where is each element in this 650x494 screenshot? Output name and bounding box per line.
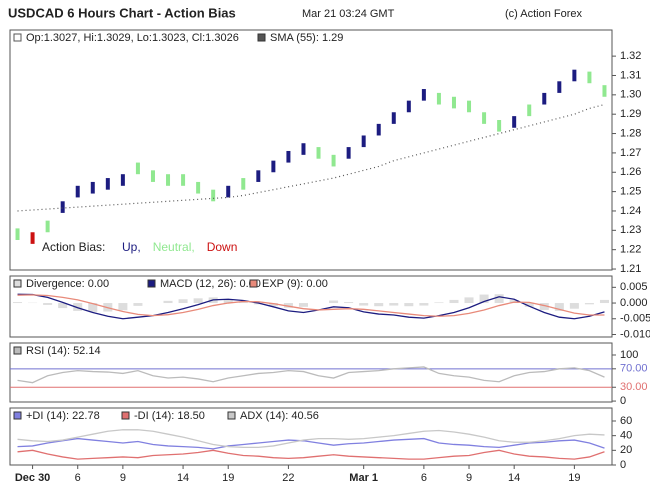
divergence-bar — [43, 303, 52, 305]
divergence-bar — [344, 302, 353, 303]
y-tick-label: 0.000 — [620, 297, 648, 309]
divergence-bar — [600, 300, 609, 303]
y-tick-label: 0.005 — [620, 281, 648, 293]
y-tick-label: 1.29 — [620, 108, 641, 120]
x-tick-label: 14 — [508, 472, 520, 484]
divergence-bar — [299, 303, 308, 307]
x-tick-label: 9 — [466, 472, 472, 484]
legend-swatch — [14, 34, 21, 41]
y-tick-label: 1.24 — [620, 205, 641, 217]
x-tick-label: 19 — [222, 472, 234, 484]
bias-legend: Neutral, — [153, 240, 195, 254]
x-tick-label: 14 — [177, 472, 189, 484]
x-tick-label: Dec 30 — [15, 472, 50, 484]
divergence-bar — [164, 301, 173, 303]
y-tick-label: 40 — [620, 430, 632, 442]
legend-swatch — [14, 280, 21, 287]
bias-legend: Up, — [122, 240, 141, 254]
legend-label: RSI (14): 52.14 — [26, 345, 101, 357]
legend-label: -DI (14): 18.50 — [134, 410, 205, 422]
divergence-bar — [13, 302, 22, 303]
y-tick-label: 0 — [620, 459, 626, 471]
bias-legend: Down — [207, 240, 238, 254]
divergence-bar — [465, 297, 474, 303]
legend-swatch — [14, 347, 21, 354]
divergence-bar — [495, 294, 504, 303]
x-tick-label: 9 — [120, 472, 126, 484]
divergence-bar — [389, 303, 398, 306]
timestamp: Mar 21 03:24 GMT — [302, 8, 395, 20]
divergence-bar — [179, 299, 188, 303]
divergence-bar — [194, 298, 203, 303]
y-tick-label: 1.31 — [620, 69, 641, 81]
divergence-bar — [570, 303, 579, 309]
y-tick-label: 1.27 — [620, 147, 641, 159]
y-tick-label: 1.26 — [620, 166, 641, 178]
y-tick-label: 1.30 — [620, 89, 641, 101]
y-tick-label: 1.23 — [620, 224, 641, 236]
legend-label: +DI (14): 22.78 — [26, 410, 100, 422]
divergence-bar — [359, 303, 368, 306]
divergence-bar — [133, 303, 142, 306]
y-tick-label: 100 — [620, 349, 638, 361]
legend-swatch — [148, 280, 155, 287]
y-tick-label: 1.22 — [620, 244, 641, 256]
y-tick-label: 1.25 — [620, 186, 641, 198]
y-tick-label: -0.005 — [620, 313, 650, 325]
legend-swatch — [228, 412, 235, 419]
credit: (c) Action Forex — [505, 8, 583, 20]
legend-label: Divergence: 0.00 — [26, 278, 109, 290]
x-tick-label: 22 — [282, 472, 294, 484]
chart-title: USDCAD 6 Hours Chart - Action Bias — [8, 5, 236, 20]
x-tick-label: 6 — [75, 472, 81, 484]
y-tick-label: 20 — [620, 444, 632, 456]
divergence-bar — [419, 303, 428, 306]
legend-label: EXP (9): 0.00 — [262, 278, 328, 290]
divergence-bar — [434, 302, 443, 303]
legend-swatch — [122, 412, 129, 419]
y-tick-label: 30.00 — [620, 381, 648, 393]
legend-swatch — [14, 412, 21, 419]
legend-label: MACD (12, 26): 0.00 — [160, 278, 261, 290]
y-tick-label: 60 — [620, 415, 632, 427]
divergence-bar — [118, 303, 127, 310]
divergence-bar — [329, 301, 338, 304]
legend-label: ADX (14): 40.56 — [240, 410, 319, 422]
y-tick-label: 1.21 — [620, 263, 641, 275]
legend-label: Op:1.3027, Hi:1.3029, Lo:1.3023, Cl:1.30… — [26, 32, 239, 44]
divergence-bar — [585, 303, 594, 304]
x-tick-label: 6 — [421, 472, 427, 484]
divergence-bar — [374, 303, 383, 306]
x-tick-label: Mar 1 — [349, 472, 378, 484]
divergence-bar — [404, 303, 413, 306]
y-tick-label: 70.00 — [620, 363, 648, 375]
x-tick-label: 19 — [568, 472, 580, 484]
bias-label: Action Bias: — [42, 240, 105, 254]
y-tick-label: 0 — [620, 395, 626, 407]
y-tick-label: -0.010 — [620, 328, 650, 340]
y-tick-label: 1.28 — [620, 127, 641, 139]
legend-label: SMA (55): 1.29 — [270, 32, 343, 44]
divergence-bar — [449, 300, 458, 303]
legend-swatch — [250, 280, 257, 287]
y-tick-label: 1.32 — [620, 50, 641, 62]
legend-swatch — [258, 34, 265, 41]
